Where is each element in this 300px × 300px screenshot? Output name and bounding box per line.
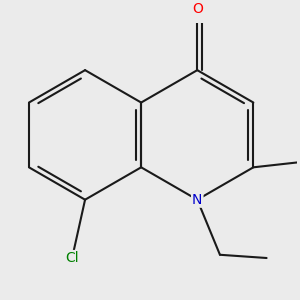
Text: N: N (192, 193, 202, 207)
Text: Cl: Cl (65, 251, 79, 265)
Text: O: O (192, 2, 203, 16)
